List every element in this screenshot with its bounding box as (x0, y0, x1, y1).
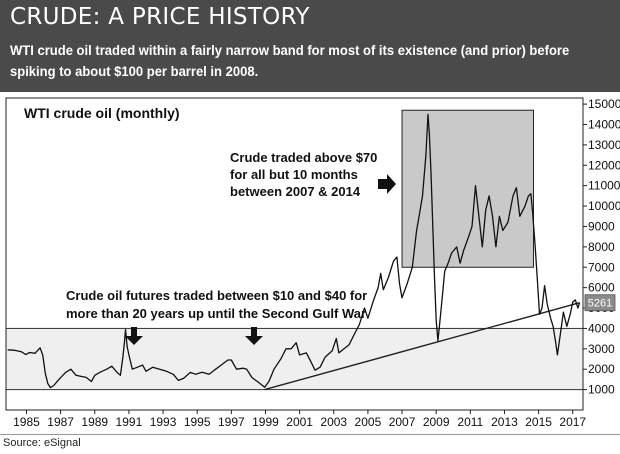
y-tick-label: 8000 (588, 240, 615, 254)
y-tick-label: 9000 (588, 219, 615, 233)
x-tick-label: 1987 (47, 415, 74, 429)
x-tick-label: 1997 (218, 415, 245, 429)
price-band (5, 327, 584, 391)
source-note: Source: eSignal (3, 437, 81, 449)
x-tick-label: 2003 (320, 415, 347, 429)
x-tick-label: 2017 (559, 415, 586, 429)
page-subtitle: WTI crude oil traded within a fairly nar… (10, 42, 570, 79)
y-tick-label: 11000 (588, 179, 620, 193)
x-tick-label: 1993 (150, 415, 177, 429)
plot-frame (5, 97, 584, 411)
y-tick-label: 1000 (588, 383, 615, 397)
x-tick-label: 1991 (116, 415, 143, 429)
y-tick-label: 10000 (588, 199, 620, 213)
last-price-label: 5261 (588, 298, 612, 310)
y-tick-label: 14000 (588, 118, 620, 132)
annotation-text: Crude oil futures traded between $10 and… (66, 288, 367, 303)
header-banner: CRUDE: A PRICE HISTORY WTI crude oil tra… (0, 0, 620, 92)
y-tick-label: 13000 (588, 138, 620, 152)
annotation-text: Crude traded above $70 (230, 150, 377, 165)
y-tick-label: 15000 (588, 97, 620, 111)
page-title: CRUDE: A PRICE HISTORY (10, 4, 310, 30)
price-series-line (7, 113, 581, 389)
x-tick-label: 1999 (252, 415, 279, 429)
footer-divider (0, 434, 620, 435)
y-tick-label: 12000 (588, 158, 620, 172)
x-tick-label: 2005 (355, 415, 382, 429)
down-arrow-icon (245, 327, 263, 345)
y-tick-label: 2000 (588, 362, 615, 376)
annotation-text: for all but 10 months (230, 167, 358, 182)
x-tick-label: 2001 (286, 415, 313, 429)
x-tick-label: 1995 (184, 415, 211, 429)
x-tick-label: 1985 (13, 415, 40, 429)
y-tick-label: 3000 (588, 342, 615, 356)
x-tick-label: 1989 (81, 415, 108, 429)
down-arrow-icon (125, 327, 143, 345)
x-tick-label: 2011 (457, 415, 483, 429)
plot-area: 1000200030004000500060007000800090001000… (5, 97, 620, 429)
annotations: WTI crude oil (monthly) Crude traded abo… (24, 105, 396, 345)
x-tick-label: 2015 (525, 415, 552, 429)
y-tick-label: 7000 (588, 260, 615, 274)
chart-title: WTI crude oil (monthly) (24, 105, 180, 121)
price-chart: 1000200030004000500060007000800090001000… (5, 97, 620, 429)
right-arrow-icon (378, 174, 396, 194)
x-tick-label: 2007 (389, 415, 416, 429)
x-tick-label: 2009 (423, 415, 450, 429)
annotation-text: more than 20 years up until the Second G… (66, 306, 366, 321)
last-price-badge (584, 294, 616, 312)
trendline (264, 302, 580, 391)
x-tick-label: 2013 (491, 415, 518, 429)
y-tick-label: 4000 (588, 321, 615, 335)
annotation-text: between 2007 & 2014 (230, 184, 361, 199)
highlight-box (401, 109, 534, 268)
y-tick-label: 6000 (588, 281, 615, 295)
